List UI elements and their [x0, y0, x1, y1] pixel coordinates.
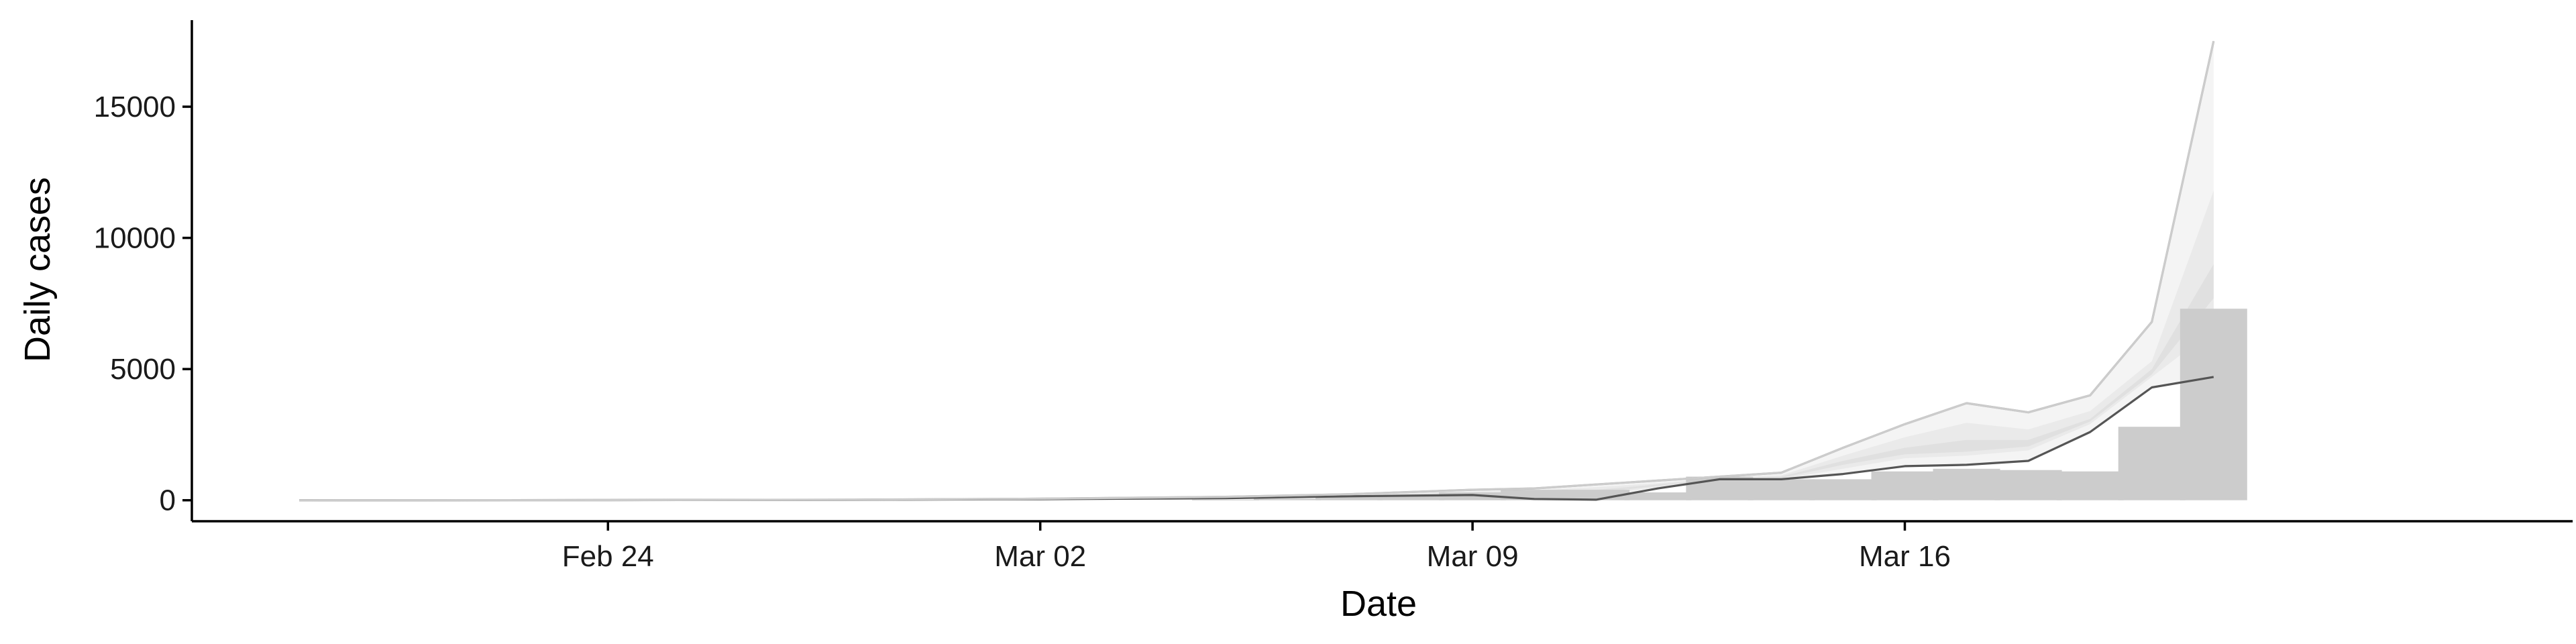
bar — [2056, 471, 2124, 500]
bar — [1933, 468, 2000, 500]
series-lines — [299, 40, 2215, 502]
uncertainty-bands — [299, 41, 2214, 500]
bar — [1624, 492, 1692, 500]
x-tick-label: Mar 09 — [1427, 540, 1519, 573]
y-tick-label: 10000 — [94, 222, 176, 255]
bar — [1809, 479, 1877, 500]
band-mid — [299, 191, 2214, 500]
x-tick-label: Feb 24 — [562, 540, 654, 573]
bar — [1377, 494, 1444, 500]
axes: 0 5000 10000 15000 Feb 24 Mar 02 Mar 09 Mar 16 — [94, 20, 2573, 573]
x-axis-title: Date — [1340, 584, 1417, 624]
bars — [1191, 309, 2247, 500]
bar — [1686, 476, 1754, 500]
y-tick-label: 5000 — [110, 353, 176, 386]
bar — [1994, 470, 2062, 500]
x-tick-label: Mar 16 — [1859, 540, 1951, 573]
bar — [2118, 427, 2186, 500]
bar — [1253, 498, 1321, 500]
bar — [1316, 497, 1383, 500]
bar — [1748, 479, 1815, 500]
bar — [1439, 492, 1507, 500]
bar — [1871, 471, 1939, 500]
x-tick-label: Mar 02 — [994, 540, 1086, 573]
y-tick-label: 15000 — [94, 91, 176, 123]
bar — [2180, 309, 2247, 500]
series-line-outer — [299, 40, 2215, 502]
y-axis-title: Daily cases — [17, 177, 58, 362]
band-outer — [299, 41, 2214, 500]
y-tick-label: 0 — [160, 484, 176, 517]
